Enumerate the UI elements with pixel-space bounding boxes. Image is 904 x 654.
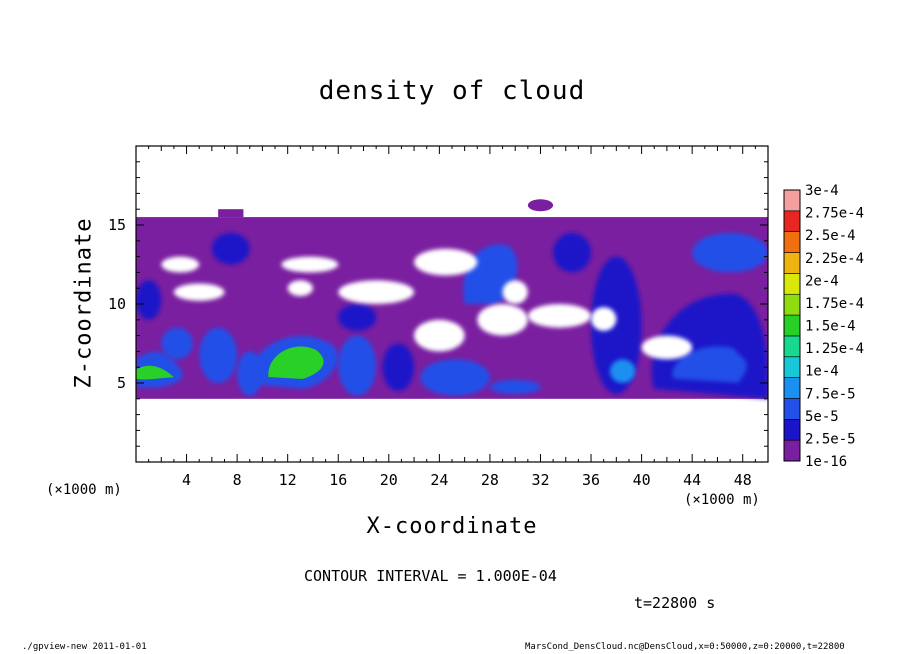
- x-tick-label: 28: [481, 471, 499, 489]
- cloud-free-gap: [527, 304, 592, 328]
- cloud-free-gap: [414, 319, 465, 352]
- cloud-region: [610, 359, 636, 383]
- colorbar-label: 1.25e-4: [805, 341, 864, 357]
- colorbar-swatch: [783, 356, 801, 378]
- cloud-free-gap: [338, 280, 415, 304]
- x-tick-label: 36: [582, 471, 600, 489]
- y-tick-label: 10: [108, 295, 126, 313]
- x-tick-label: 20: [380, 471, 398, 489]
- colorbar-swatch: [783, 335, 801, 358]
- footer-program-info: ./gpview-new 2011-01-01: [22, 642, 147, 652]
- cloud-region: [237, 351, 263, 396]
- colorbar-swatch: [783, 314, 801, 337]
- colorbar-swatch: [783, 210, 801, 232]
- y-axis-label: Z-coordinate: [71, 217, 97, 389]
- cloud-free-gap: [591, 307, 617, 331]
- colorbar-swatch: [783, 231, 801, 253]
- colorbar-label: 1e-16: [805, 454, 847, 470]
- colorbar-label: 2e-4: [805, 273, 839, 289]
- cloud-region: [672, 346, 747, 383]
- colorbar-swatch: [783, 293, 801, 316]
- y-tick-label: 15: [108, 216, 126, 234]
- colorbar-label: 1.5e-4: [805, 319, 856, 335]
- cloud-region: [338, 304, 377, 331]
- cloud-region: [338, 335, 377, 396]
- cloud-free-gap: [281, 256, 339, 273]
- cloud-region: [161, 327, 193, 360]
- colorbar-label: 5e-5: [805, 409, 839, 425]
- cloud-free-gap: [161, 256, 200, 273]
- cloud-region: [211, 232, 250, 265]
- cloud-region: [382, 343, 415, 391]
- cloud-region: [489, 379, 541, 395]
- colorbar-swatch: [783, 419, 801, 441]
- cloud-region: [136, 280, 162, 320]
- x-tick-label: 8: [233, 471, 242, 489]
- density-field: [136, 199, 768, 399]
- cloud-region: [218, 209, 244, 218]
- colorbar-swatch: [783, 189, 801, 212]
- colorbar-label: 2.5e-5: [805, 431, 856, 447]
- colorbar-label: 2.5e-4: [805, 228, 856, 244]
- cloud-region: [136, 365, 174, 380]
- x-tick-label: 24: [430, 471, 448, 489]
- time-label: t=22800 s: [634, 594, 716, 612]
- colorbar: 1e-16 2.5e-5 5e-5 7.5e-5 1e-4 1.25e-4 1.5e-4 1.…: [783, 183, 864, 470]
- footer-data-source: MarsCond_DensCloud.nc@DensCloud,x=0:5000…: [525, 642, 845, 652]
- chart-title: density of cloud: [318, 76, 586, 106]
- colorbar-label: 3e-4: [805, 183, 839, 199]
- colorbar-label: 2.75e-4: [805, 206, 864, 222]
- x-tick-label: 32: [531, 471, 549, 489]
- cloud-region: [553, 232, 592, 273]
- colorbar-swatch: [783, 273, 801, 295]
- x-tick-label: 12: [279, 471, 297, 489]
- x-tick-label: 16: [329, 471, 347, 489]
- colorbar-label: 1.75e-4: [805, 296, 864, 312]
- x-tick-label: 48: [734, 471, 752, 489]
- colorbar-frame: [783, 189, 801, 462]
- cloud-region: [527, 199, 554, 212]
- cloud-region: [420, 359, 490, 396]
- x-tick-label: 44: [683, 471, 701, 489]
- cloud-free-gap: [641, 335, 693, 360]
- x-tick-label: 4: [182, 471, 191, 489]
- colorbar-label: 1e-4: [805, 364, 839, 380]
- contour-interval-text: CONTOUR INTERVAL = 1.000E-04: [304, 567, 557, 585]
- colorbar-swatch: [783, 398, 801, 420]
- cloud-free-gap: [502, 280, 528, 304]
- colorbar-label: 7.5e-5: [805, 386, 856, 402]
- cloud-free-gap: [173, 283, 225, 301]
- cloud-region: [268, 346, 324, 379]
- x-unit-label-left: (×1000 m): [46, 482, 122, 498]
- x-unit-label-right: (×1000 m): [684, 492, 760, 508]
- cloud-region: [199, 327, 238, 383]
- x-axis-label: X-coordinate: [366, 514, 538, 539]
- cloud-free-gap: [287, 280, 313, 297]
- colorbar-swatch: [783, 439, 801, 462]
- cloud-free-gap: [414, 248, 478, 276]
- cloud-region: [692, 232, 768, 273]
- y-tick-label: 5: [117, 374, 126, 392]
- colorbar-label: 2.25e-4: [805, 251, 864, 267]
- cloud-region: [591, 256, 642, 395]
- cloud-free-gap: [477, 304, 528, 336]
- colorbar-swatch: [783, 377, 801, 399]
- x-tick-label: 40: [633, 471, 651, 489]
- colorbar-swatch: [783, 252, 801, 274]
